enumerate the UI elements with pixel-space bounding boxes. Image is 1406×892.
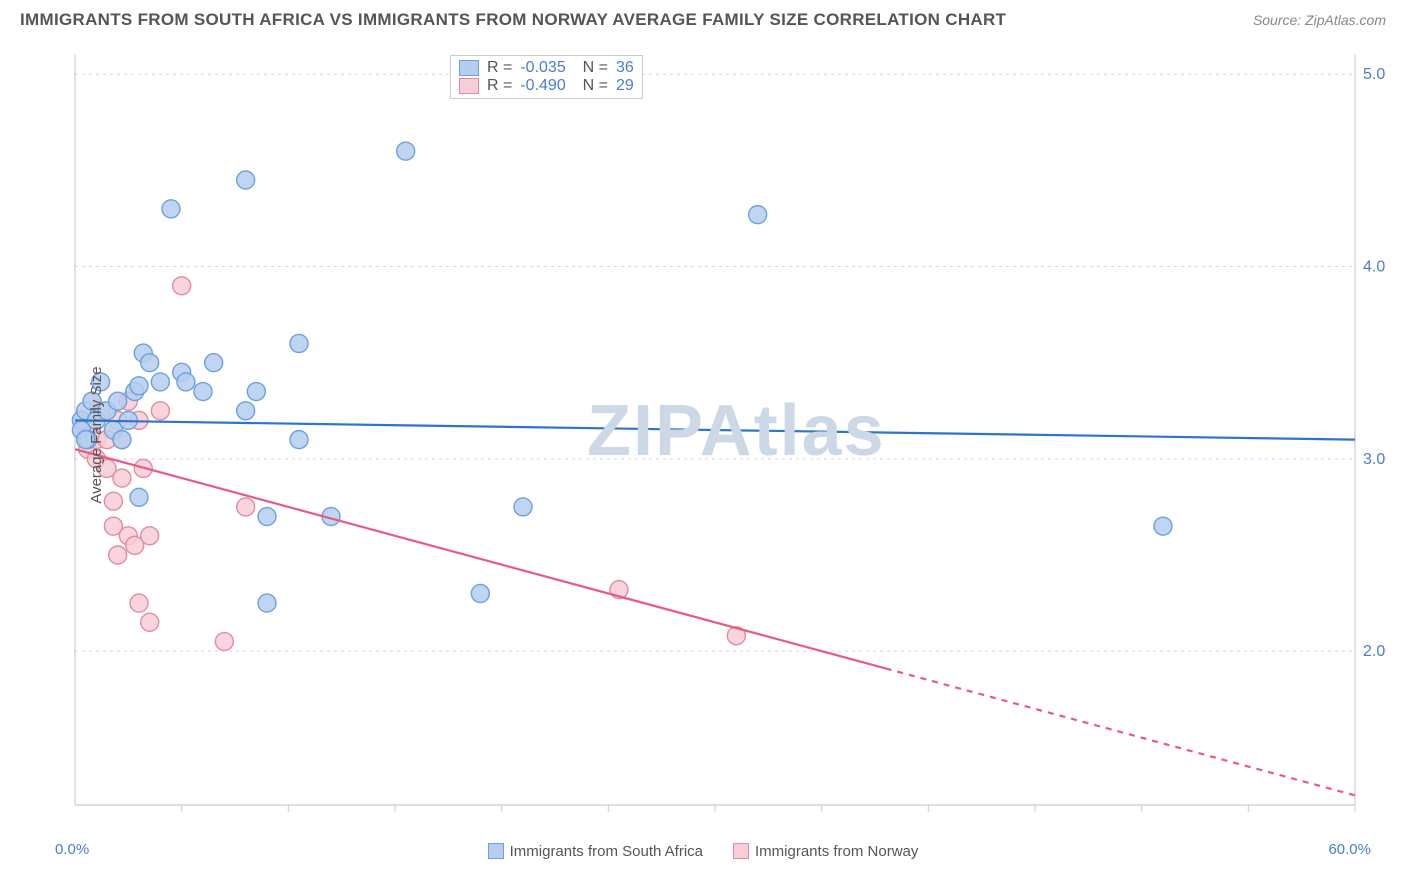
svg-text:4.00: 4.00: [1363, 259, 1386, 276]
stats-legend-box: R = -0.035 N = 36R = -0.490 N = 29: [450, 55, 643, 99]
legend-item: Immigrants from South Africa: [488, 843, 703, 860]
scatter-chart: 2.00 3.00 4.00 5.00: [20, 35, 1386, 835]
chart-container: Average Family Size 2.003.004.005.00 ZIP…: [20, 35, 1386, 835]
chart-title: IMMIGRANTS FROM SOUTH AFRICA VS IMMIGRAN…: [20, 10, 1006, 30]
source-label: Source: ZipAtlas.com: [1253, 12, 1386, 28]
y-axis-label: Average Family Size: [88, 366, 105, 503]
svg-text:2.00: 2.00: [1363, 643, 1386, 660]
stats-legend-row: R = -0.490 N = 29: [459, 77, 634, 95]
stats-legend-row: R = -0.035 N = 36: [459, 59, 634, 77]
svg-text:3.00: 3.00: [1363, 451, 1386, 468]
legend-item: Immigrants from Norway: [733, 843, 918, 860]
svg-text:5.00: 5.00: [1363, 66, 1386, 83]
series-legend: Immigrants from South Africa Immigrants f…: [0, 839, 1406, 860]
